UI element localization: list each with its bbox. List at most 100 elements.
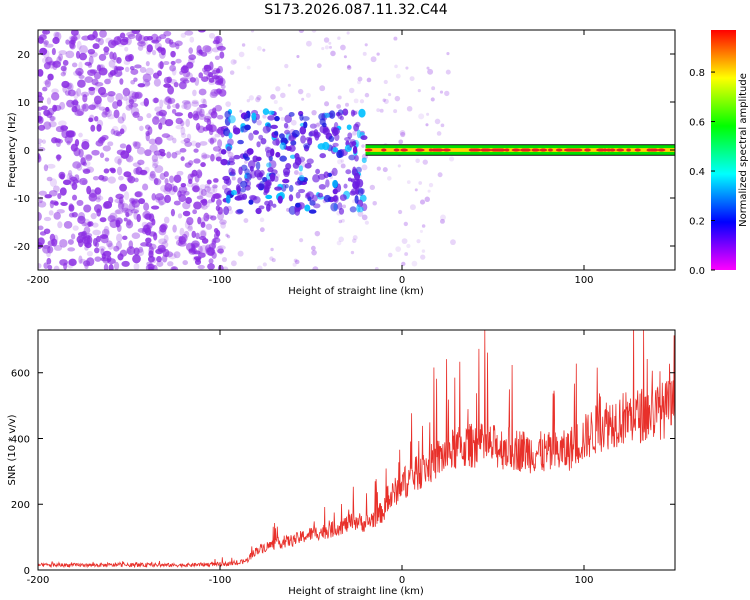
noise-cell [125, 104, 133, 111]
noise-cell [158, 200, 164, 206]
noise-cell [149, 170, 156, 179]
transition-cell [274, 186, 283, 191]
noise-cell [137, 115, 144, 122]
noise-cell [187, 173, 194, 182]
noise-cell [153, 177, 159, 185]
noise-cell [81, 230, 88, 240]
noise-cell [200, 98, 206, 104]
spectrogram-xtick-label: -200 [27, 275, 50, 286]
noise-cell [94, 103, 99, 108]
transition-cell [332, 179, 338, 188]
faint-cell [278, 106, 283, 112]
noise-cell [38, 152, 41, 160]
faint-cell [388, 93, 392, 97]
spectrogram-xlabel: Height of straight line (km) [288, 286, 424, 297]
noise-cell [186, 182, 194, 188]
transition-cell [240, 125, 249, 133]
noise-cell [180, 32, 187, 38]
noise-cell [148, 266, 154, 270]
faint-cell [316, 122, 321, 127]
noise-cell [142, 73, 152, 83]
transition-cell [291, 129, 300, 138]
noise-cell [146, 113, 152, 119]
noise-cell [192, 110, 199, 119]
noise-cell [122, 87, 131, 97]
transition-cell [315, 168, 321, 175]
transition-cell [274, 115, 280, 122]
noise-cell [220, 221, 226, 229]
spectrogram-ylabel: Frequency (Hz) [7, 112, 18, 188]
transition-cell [354, 172, 361, 181]
noise-cell [167, 261, 174, 267]
noise-cell [69, 179, 76, 186]
noise-cell [71, 106, 78, 113]
transition-cell [351, 141, 357, 147]
faint-cell [336, 240, 342, 246]
transition-cell [228, 132, 233, 139]
noise-cell [152, 72, 160, 79]
faint-cell [434, 118, 441, 125]
noise-cell [102, 202, 110, 209]
noise-cell [173, 200, 181, 206]
noise-cell [95, 197, 101, 203]
noise-cell [125, 153, 132, 162]
noise-cell [85, 154, 93, 161]
noise-cell [106, 240, 113, 248]
spectrogram-ytick-label: -20 [14, 242, 30, 253]
noise-cell [195, 257, 201, 263]
faint-cell [376, 108, 381, 113]
noise-cell [200, 221, 206, 228]
transition-cell [323, 171, 329, 179]
noise-cell [201, 238, 209, 244]
faint-cell [357, 80, 361, 85]
signal-peak [523, 148, 531, 152]
noise-cell [167, 97, 176, 104]
transition-cell [262, 176, 268, 183]
noise-cell [72, 98, 79, 108]
noise-cell [217, 264, 224, 270]
noise-cell [122, 235, 128, 240]
noise-cell [117, 42, 125, 47]
noise-cell [86, 251, 93, 257]
noise-cell [172, 137, 177, 144]
transition-cell [263, 190, 268, 196]
noise-cell [66, 82, 74, 92]
faint-cell [319, 85, 326, 92]
faint-cell [346, 31, 350, 35]
noise-cell [203, 212, 210, 222]
transition-cell [237, 139, 244, 145]
noise-cell [144, 81, 151, 86]
noise-cell [107, 258, 116, 265]
noise-cell [132, 141, 138, 147]
transition-cell [350, 178, 356, 183]
noise-cell [183, 137, 191, 143]
faint-cell [393, 109, 398, 114]
noise-cell [138, 198, 146, 205]
noise-cell [93, 95, 102, 105]
noise-cell [144, 149, 152, 157]
noise-cell [187, 225, 193, 232]
noise-cell [137, 83, 146, 88]
transition-cell [275, 137, 280, 146]
faint-cell [345, 102, 349, 107]
noise-cell [53, 211, 61, 220]
noise-cell [192, 255, 200, 262]
noise-cell [182, 210, 191, 217]
noise-cell [216, 45, 226, 51]
noise-cell [52, 60, 61, 68]
noise-cell [175, 239, 183, 246]
noise-cell [186, 61, 194, 69]
noise-cell [71, 182, 78, 190]
noise-cell [67, 89, 76, 97]
transition-cell [223, 206, 230, 216]
noise-cell [190, 140, 197, 147]
noise-cell [133, 263, 140, 270]
noise-cell [38, 154, 42, 163]
noise-cell [205, 223, 213, 230]
noise-cell [220, 84, 226, 90]
transition-cell [233, 154, 241, 160]
faint-cell [426, 66, 430, 70]
transition-cell [284, 114, 292, 124]
noise-cell [38, 190, 47, 196]
noise-cell [58, 50, 67, 56]
